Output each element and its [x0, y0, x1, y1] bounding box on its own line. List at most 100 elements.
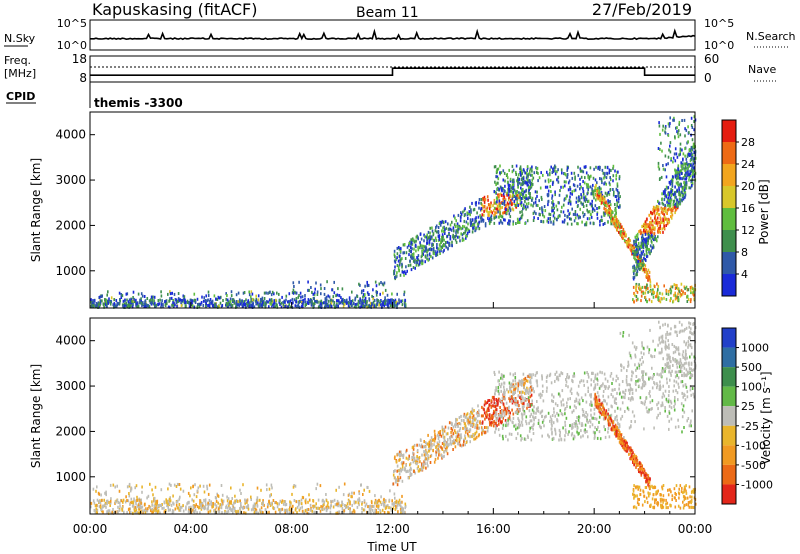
data-cell — [179, 487, 182, 491]
data-cell — [459, 239, 461, 243]
data-cell — [330, 504, 332, 508]
data-cell — [499, 206, 502, 210]
data-cell — [626, 244, 629, 248]
data-cell — [401, 494, 403, 498]
data-cell — [520, 397, 522, 401]
data-cell — [396, 246, 399, 250]
data-cell — [417, 263, 420, 267]
data-cell — [455, 240, 458, 244]
data-cell — [447, 222, 449, 226]
data-cell — [466, 231, 469, 235]
data-cell — [143, 305, 145, 308]
data-cell — [500, 194, 503, 197]
data-cell — [667, 217, 670, 221]
data-cell — [397, 479, 399, 483]
data-cell — [516, 193, 518, 197]
data-cell — [451, 243, 453, 247]
station-title: Kapuskasing (fitACF) — [92, 0, 257, 19]
data-cell — [149, 509, 152, 513]
data-cell — [576, 222, 578, 226]
data-cell — [664, 217, 666, 221]
data-cell — [652, 291, 654, 294]
data-cell — [640, 266, 642, 270]
data-cell — [396, 256, 398, 260]
data-cell — [435, 239, 438, 242]
data-cell — [415, 239, 417, 243]
data-cell — [677, 164, 680, 168]
data-cell — [650, 227, 653, 231]
data-cell — [645, 245, 647, 249]
data-cell — [609, 200, 611, 203]
data-cell — [157, 510, 159, 514]
data-cell — [616, 222, 619, 226]
data-cell — [437, 231, 440, 234]
data-cell — [591, 187, 593, 191]
y-tick-label: 4000 — [55, 128, 86, 142]
data-cell — [457, 213, 460, 217]
data-cell — [92, 303, 94, 307]
data-cell — [464, 443, 466, 447]
data-cell — [146, 496, 148, 500]
data-cell — [684, 193, 687, 197]
data-cell — [445, 432, 448, 436]
data-cell — [469, 205, 471, 209]
data-cell — [308, 498, 311, 502]
data-cell — [530, 393, 533, 397]
data-cell — [242, 483, 244, 487]
data-cell — [684, 165, 687, 169]
data-cell — [579, 182, 581, 186]
data-cell — [639, 256, 642, 260]
data-cell — [185, 505, 187, 509]
data-cell — [608, 204, 611, 208]
data-cell — [268, 500, 270, 504]
data-cell — [302, 299, 304, 303]
data-cell — [668, 220, 671, 224]
data-cell — [130, 487, 133, 491]
data-cell — [636, 256, 639, 260]
data-cell — [427, 258, 430, 262]
data-cell — [692, 172, 694, 176]
data-cell — [167, 292, 169, 296]
data-cell — [477, 224, 479, 228]
data-cell — [461, 233, 464, 237]
data-cell — [205, 304, 207, 307]
data-cell — [109, 301, 112, 304]
data-cell — [653, 232, 656, 236]
nsearch-tick-bottom: 10^0 — [704, 39, 734, 52]
data-cell — [549, 173, 551, 177]
data-cell — [692, 162, 694, 166]
data-cell — [312, 499, 314, 502]
data-cell — [487, 211, 489, 215]
data-cell — [688, 178, 690, 182]
data-cell — [129, 489, 132, 493]
data-cell — [436, 246, 439, 250]
data-cell — [160, 305, 162, 309]
data-cell — [401, 507, 404, 511]
data-cell — [313, 291, 316, 295]
data-cell — [103, 498, 105, 502]
data-cell — [237, 291, 240, 295]
data-cell — [556, 178, 558, 182]
data-cell — [220, 484, 223, 487]
data-cell — [661, 149, 663, 153]
data-cell — [651, 246, 654, 250]
data-cell — [472, 226, 474, 230]
data-cell — [529, 180, 531, 184]
data-cell — [219, 301, 222, 305]
data-cell — [623, 232, 625, 236]
data-cell — [566, 194, 568, 198]
data-cell — [609, 203, 612, 207]
data-cell — [252, 303, 254, 307]
data-cell — [273, 305, 275, 309]
data-cell — [633, 266, 636, 270]
data-cell — [436, 441, 439, 445]
data-cell — [292, 301, 294, 305]
data-cell — [410, 473, 412, 477]
data-cell — [267, 502, 269, 506]
data-cell — [525, 197, 528, 201]
data-cell — [118, 489, 121, 493]
data-cell — [486, 195, 489, 199]
data-cell — [404, 305, 407, 309]
data-cell — [237, 300, 239, 304]
data-cell — [166, 504, 168, 508]
